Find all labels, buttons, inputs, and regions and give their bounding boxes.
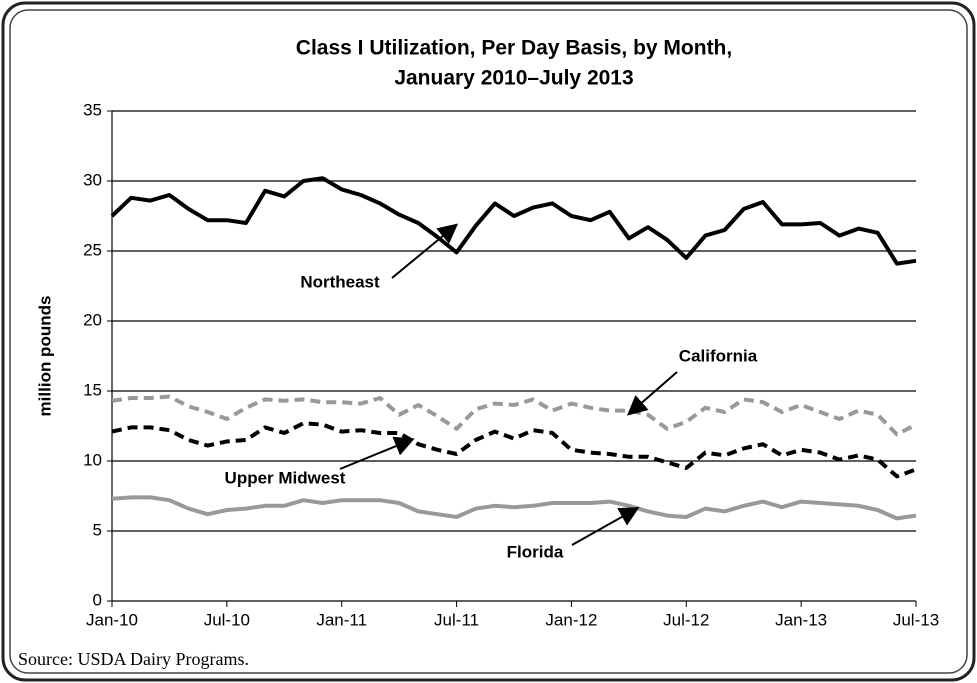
series-line — [111, 495, 917, 521]
y-tick-label: 0 — [93, 590, 102, 609]
x-tick-label: Jul-13 — [893, 610, 939, 629]
x-tick-label: Jan-12 — [545, 610, 597, 629]
annotation-arrow — [391, 223, 459, 279]
y-tick-label: 5 — [93, 520, 102, 539]
annotation-arrow — [571, 507, 640, 546]
annotation-arrow — [339, 436, 415, 470]
x-tick-label: Jan-13 — [775, 610, 827, 629]
x-tick-label: Jan-11 — [316, 610, 367, 629]
x-tick-label: Jan-10 — [86, 610, 138, 629]
y-tick-label: 20 — [83, 310, 102, 329]
x-tick-label: Jul-10 — [204, 610, 250, 629]
y-tick-label: 35 — [83, 100, 102, 119]
series-label: Northeast — [300, 272, 380, 291]
y-tick-label: 10 — [83, 450, 102, 469]
y-tick-label: 30 — [83, 170, 102, 189]
series-label: California — [679, 346, 758, 365]
series-line — [111, 394, 917, 437]
inner-frame — [9, 9, 968, 674]
chart-subtitle: January 2010–July 2013 — [394, 67, 633, 90]
y-axis-label: million pounds — [35, 296, 54, 417]
source-note: Source: USDA Dairy Programs. — [18, 649, 249, 669]
series-label: Florida — [507, 542, 564, 561]
y-tick-label: 15 — [83, 380, 102, 399]
y-tick-label: 25 — [83, 240, 102, 259]
x-tick-label: Jul-11 — [434, 610, 479, 629]
series-line — [110, 176, 917, 266]
annotation-arrow — [626, 371, 678, 416]
x-tick-label: Jul-12 — [663, 610, 709, 629]
chart-title: Class I Utilization, Per Day Basis, by M… — [296, 37, 732, 60]
series-label: Upper Midwest — [225, 468, 346, 487]
